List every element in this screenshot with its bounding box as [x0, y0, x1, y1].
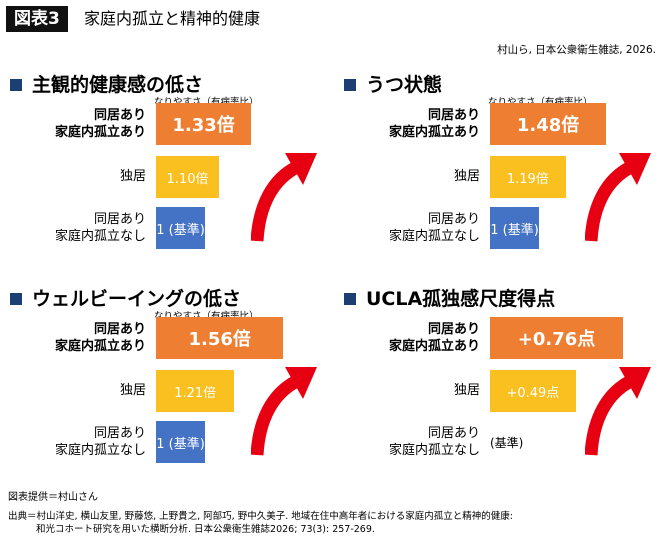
- category-label: 同居あり家庭内孤立あり: [330, 321, 480, 355]
- square-bullet-icon: [344, 292, 356, 305]
- bar: 1.33倍: [156, 103, 252, 145]
- panel-title-text: ウェルビーイングの低さ: [32, 288, 242, 310]
- figure-label: 図表3: [6, 6, 68, 32]
- panel-title-text: 主観的健康感の低さ: [32, 74, 204, 96]
- chart-panel: UCLA孤独感尺度得点 同居あり 家庭内孤立あり +0.76点 独居 +0.49点 同居あり…: [340, 284, 658, 474]
- category-label-line: 家庭内孤立あり: [388, 339, 480, 354]
- source-line-2: 和光コホート研究を用いた横断分析. 日本公衆衛生雑誌2026; 73(3): 2…: [36, 524, 375, 535]
- category-label-line: 同居あり: [93, 108, 146, 123]
- category-label-line: 家庭内孤立あり: [54, 125, 146, 140]
- chart-panel: うつ状態なりやすさ（有病率比）同居あり家庭内孤立あり1.48倍独居1.19倍同居…: [340, 70, 658, 260]
- bar: +0.49点: [490, 370, 576, 412]
- trend-arrow-icon: [251, 367, 317, 456]
- category-label: 同居あり家庭内孤立あり: [330, 107, 480, 141]
- bar-value-label: 1.48倍: [516, 115, 580, 136]
- arrow-shaft: [251, 161, 301, 242]
- category-label-line: 家庭内孤立なし: [54, 229, 146, 244]
- category-label-line: 家庭内孤立あり: [388, 125, 480, 140]
- bar: 1.21倍: [156, 370, 235, 412]
- bar: 1.56倍: [156, 317, 284, 359]
- trend-arrow-icon: [585, 153, 651, 242]
- square-bullet-icon: [344, 78, 356, 91]
- category-label-line: 同居あり: [427, 108, 480, 123]
- category-label: 同居あり家庭内孤立あり: [0, 107, 146, 141]
- category-label: 同居あり家庭内孤立なし: [0, 211, 146, 245]
- category-label-line: 同居あり: [427, 212, 480, 227]
- category-label-line: 同居あり: [427, 426, 480, 441]
- category-label-line: 家庭内孤立なし: [388, 443, 480, 458]
- bar-value-label: +0.76点: [517, 329, 596, 350]
- source-citation: 出典＝村山洋史, 横山友里, 野藤悠, 上野貴之, 阿部巧, 野中久美子. 地域…: [8, 510, 513, 536]
- category-label-line: 家庭内孤立なし: [54, 443, 146, 458]
- bar: 1.10倍: [156, 156, 219, 198]
- bar-value-label: 1 (基準): [156, 436, 205, 452]
- category-label-line: 独居: [119, 383, 146, 398]
- panel-title: UCLA孤独感尺度得点: [340, 284, 555, 311]
- arrow-head: [285, 153, 317, 185]
- category-label: 同居あり家庭内孤立あり: [0, 321, 146, 355]
- category-label-line: 同居あり: [93, 212, 146, 227]
- category-label-line: 独居: [453, 383, 480, 398]
- bar: 1.48倍: [490, 103, 607, 145]
- arrow-head: [285, 367, 317, 399]
- category-label: 同居あり家庭内孤立なし: [330, 211, 480, 245]
- bar-value-label: +0.49点: [506, 385, 560, 401]
- panel-title-text: UCLA孤独感尺度得点: [366, 288, 556, 310]
- arrow-shaft: [585, 161, 635, 242]
- panel-title-text: うつ状態: [366, 74, 443, 96]
- category-label: 独居: [330, 168, 480, 185]
- category-label-line: 同居あり: [93, 426, 146, 441]
- panel-title: ウェルビーイングの低さ: [6, 284, 241, 311]
- category-label-line: 独居: [119, 169, 146, 184]
- category-label-line: 家庭内孤立なし: [388, 229, 480, 244]
- bar: 1 (基準): [156, 421, 205, 463]
- unit-label: なりやすさ（有病率比）: [154, 308, 259, 322]
- square-bullet-icon: [10, 78, 22, 91]
- trend-arrow-icon: [251, 153, 317, 242]
- category-label-line: 同居あり: [93, 322, 146, 337]
- figure-credit: 図表提供＝村山さん: [8, 492, 98, 503]
- bar-value-label: 1.56倍: [188, 329, 251, 350]
- bar: 1.19倍: [490, 156, 566, 198]
- category-label: 同居あり家庭内孤立なし: [330, 425, 480, 459]
- bar-value-label: 1.19倍: [506, 171, 549, 187]
- arrow-shaft: [585, 375, 635, 456]
- category-label-line: 独居: [453, 169, 480, 184]
- arrow-head: [619, 367, 651, 399]
- bar-value-label: 1.33倍: [172, 115, 235, 136]
- bar: 1 (基準): [490, 207, 539, 249]
- bar-value-label: 1.21倍: [174, 385, 217, 401]
- baseline-label: (基準): [490, 436, 524, 450]
- unit-label: なりやすさ（有病率比）: [488, 94, 593, 108]
- arrow-shaft: [251, 375, 301, 456]
- category-label: 独居: [330, 382, 480, 399]
- chart-panel: ウェルビーイングの低さなりやすさ（有病率比）同居あり家庭内孤立あり1.56倍独居…: [6, 284, 324, 474]
- source-line-1: 出典＝村山洋史, 横山友里, 野藤悠, 上野貴之, 阿部巧, 野中久美子. 地域…: [8, 511, 513, 522]
- figure-title: 家庭内孤立と精神的健康: [84, 9, 261, 28]
- category-label: 独居: [0, 382, 146, 399]
- unit-label: なりやすさ（有病率比）: [154, 94, 259, 108]
- square-bullet-icon: [10, 292, 22, 305]
- panel-title: 主観的健康感の低さ: [6, 70, 203, 97]
- category-label: 同居あり家庭内孤立なし: [0, 425, 146, 459]
- category-label-line: 家庭内孤立あり: [54, 339, 146, 354]
- bar: +0.76点: [490, 317, 623, 359]
- citation: 村山ら, 日本公衆衛生雑誌, 2026.: [497, 44, 656, 56]
- bar-value-label: 1 (基準): [490, 222, 539, 238]
- panel-title: うつ状態: [340, 70, 442, 97]
- trend-arrow-icon: [585, 367, 651, 456]
- category-label: 独居: [0, 168, 146, 185]
- arrow-head: [619, 153, 651, 185]
- bar-value-label: 1.10倍: [166, 171, 209, 187]
- category-label-line: 同居あり: [427, 322, 480, 337]
- bar-value-label: 1 (基準): [156, 222, 205, 238]
- chart-panel: 主観的健康感の低さなりやすさ（有病率比）同居あり家庭内孤立あり1.33倍独居1.…: [6, 70, 324, 260]
- bar: 1 (基準): [156, 207, 205, 249]
